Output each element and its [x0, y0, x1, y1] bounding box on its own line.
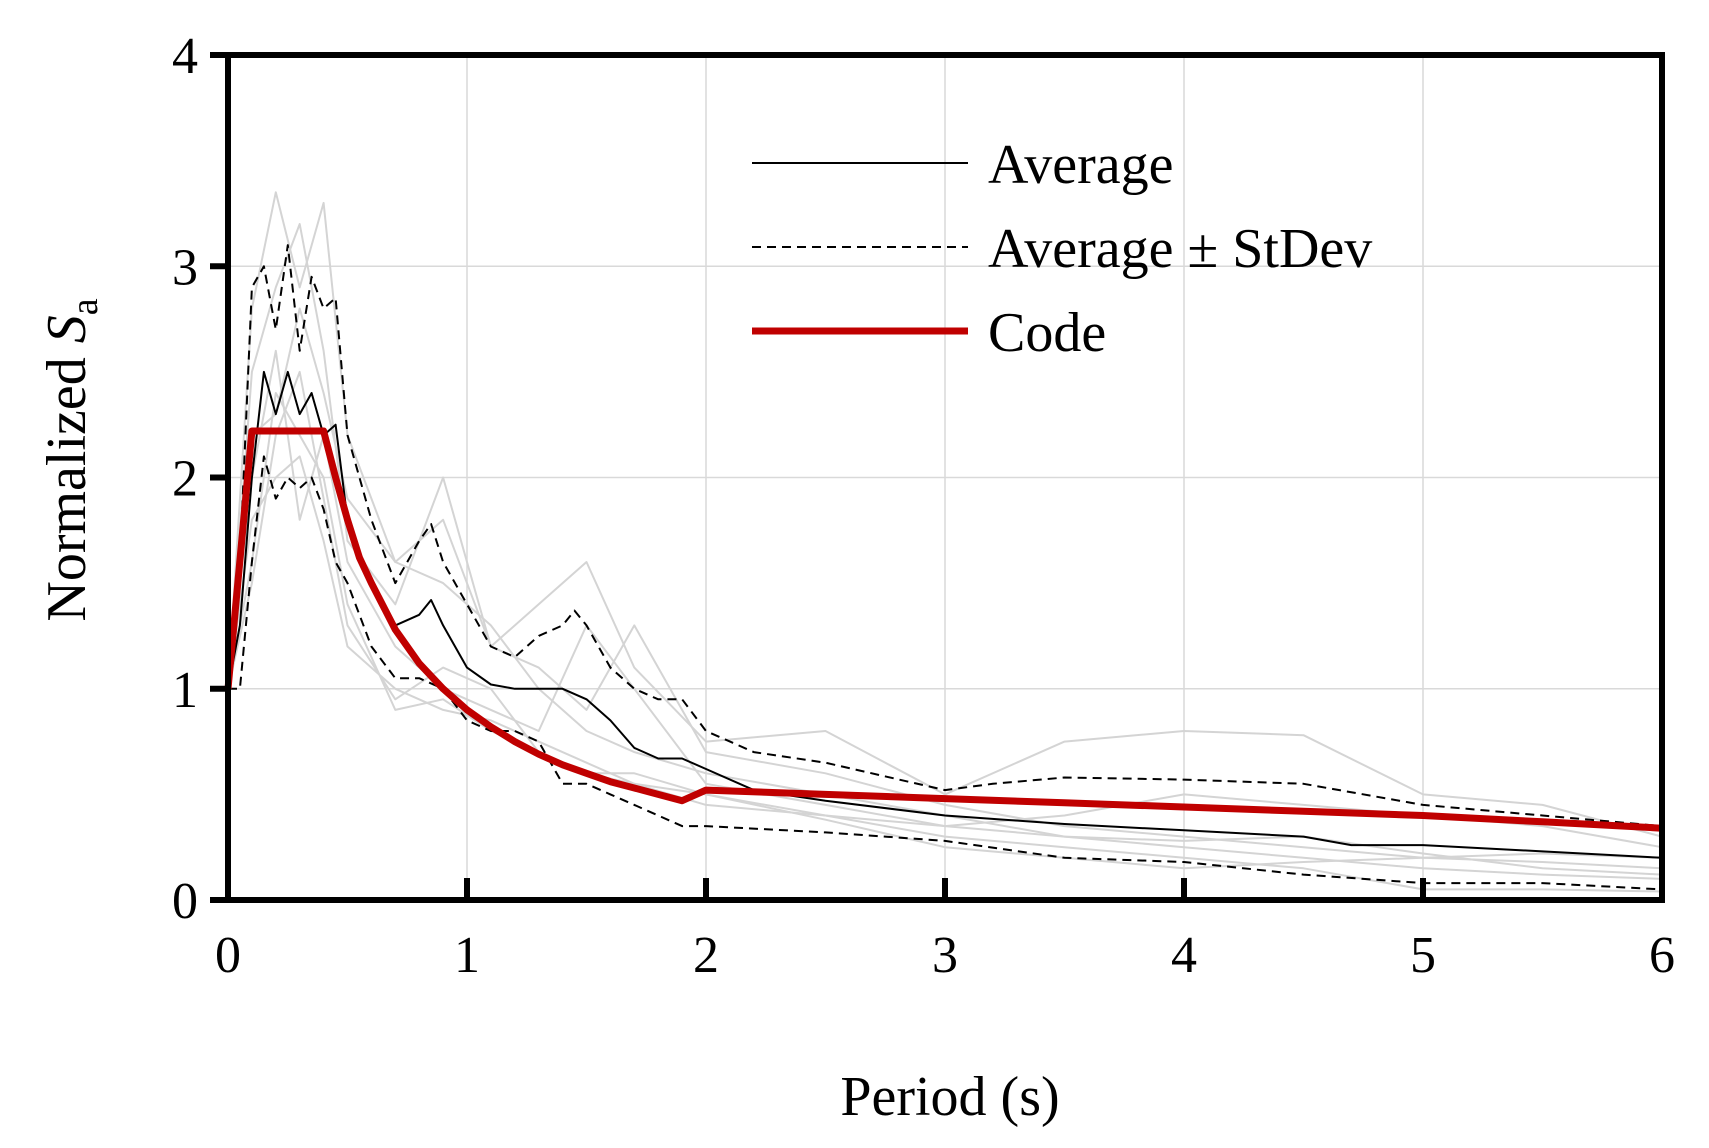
record-spectrum-6: [227, 307, 1663, 876]
stdev-line-1: [227, 244, 1663, 828]
x-tick-label-3: 3: [932, 927, 958, 984]
axes: [210, 52, 1665, 903]
average-line: [227, 370, 1663, 859]
y-axis-title-main: Normalized: [36, 343, 98, 621]
x-tick-label-1: 1: [454, 927, 480, 984]
series-lines: [224, 244, 1663, 891]
legend: Average Average ± StDev Code: [752, 134, 1372, 364]
y-tick-label-2: 2: [172, 451, 198, 508]
y-tick-label-3: 3: [172, 239, 198, 296]
record-spectrum-4: [227, 223, 1663, 870]
y-tick-label-0: 0: [172, 873, 198, 930]
y-axis-title-symbol: S: [36, 315, 98, 343]
x-tick-label-5: 5: [1410, 927, 1436, 984]
legend-label-0: Average: [988, 134, 1174, 196]
x-tick-label-2: 2: [693, 927, 719, 984]
record-spectrum-1: [227, 191, 1663, 838]
tick-labels: 0 1 2 3 4 5 6 0 1 2 3 4: [172, 28, 1675, 984]
x-tick-label-0: 0: [215, 927, 241, 984]
x-tick-label-4: 4: [1171, 927, 1197, 984]
record-spectrum-5: [227, 455, 1663, 849]
legend-label-1: Average ± StDev: [988, 218, 1372, 280]
x-tick-label-6: 6: [1649, 927, 1675, 984]
x-axis-title: Period (s): [840, 1066, 1059, 1128]
y-tick-label-4: 4: [172, 28, 198, 85]
y-axis-title: Normalized Sa: [36, 298, 106, 621]
code-spectrum-line: [224, 427, 1663, 832]
y-tick-label-1: 1: [172, 662, 198, 719]
legend-label-2: Code: [988, 302, 1106, 364]
y-axis-title-subscript: a: [64, 298, 106, 315]
